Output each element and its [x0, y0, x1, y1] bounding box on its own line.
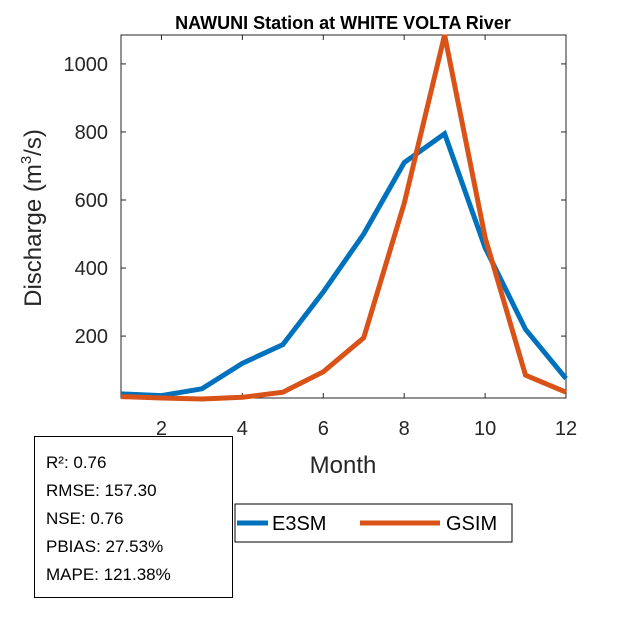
- y-axis-label-main: Discharge (m: [20, 164, 47, 307]
- x-tick-label-10: 10: [474, 418, 496, 440]
- y-axis-label-end: /s): [20, 129, 47, 156]
- stats-box: R²: 0.76 RMSE: 157.30 NSE: 0.76 PBIAS: 2…: [34, 436, 233, 598]
- y-tick-label-400: 400: [75, 258, 108, 280]
- plot-area: [120, 34, 567, 399]
- x-tick-label-8: 8: [399, 418, 410, 440]
- y-tick-label-1000: 1000: [64, 54, 109, 76]
- chart-title: NAWUNI Station at WHITE VOLTA River: [175, 13, 511, 33]
- y-tick-label-200: 200: [75, 326, 108, 348]
- series-lines: [120, 34, 568, 402]
- stat-r2: R²: 0.76: [46, 453, 107, 472]
- x-tick-label-4: 4: [237, 418, 248, 440]
- legend-label-gsim: GSIM: [446, 513, 497, 535]
- x-tick-label-2: 2: [156, 418, 167, 440]
- stat-mape: MAPE: 121.38%: [46, 565, 171, 584]
- legend: E3SM GSIM: [234, 503, 513, 543]
- y-axis-label: Discharge (m3/s): [18, 129, 47, 307]
- stat-rmse: RMSE: 157.30: [46, 481, 157, 500]
- stat-pbias: PBIAS: 27.53%: [46, 537, 164, 556]
- axis-ticks: [121, 35, 567, 398]
- y-axis-label-superscript: 3: [18, 156, 35, 164]
- x-tick-label-12: 12: [555, 418, 577, 440]
- x-tick-label-6: 6: [318, 418, 329, 440]
- x-axis-label: Month: [310, 452, 377, 479]
- y-tick-label-800: 800: [75, 122, 108, 144]
- stat-nse: NSE: 0.76: [46, 509, 124, 528]
- y-tick-label-600: 600: [75, 190, 108, 212]
- series-line-gsim: [120, 34, 567, 402]
- tick-labels: 2 4 6 8 10 12 200 400 600 800 1000: [64, 54, 578, 440]
- legend-label-e3sm: E3SM: [272, 513, 326, 535]
